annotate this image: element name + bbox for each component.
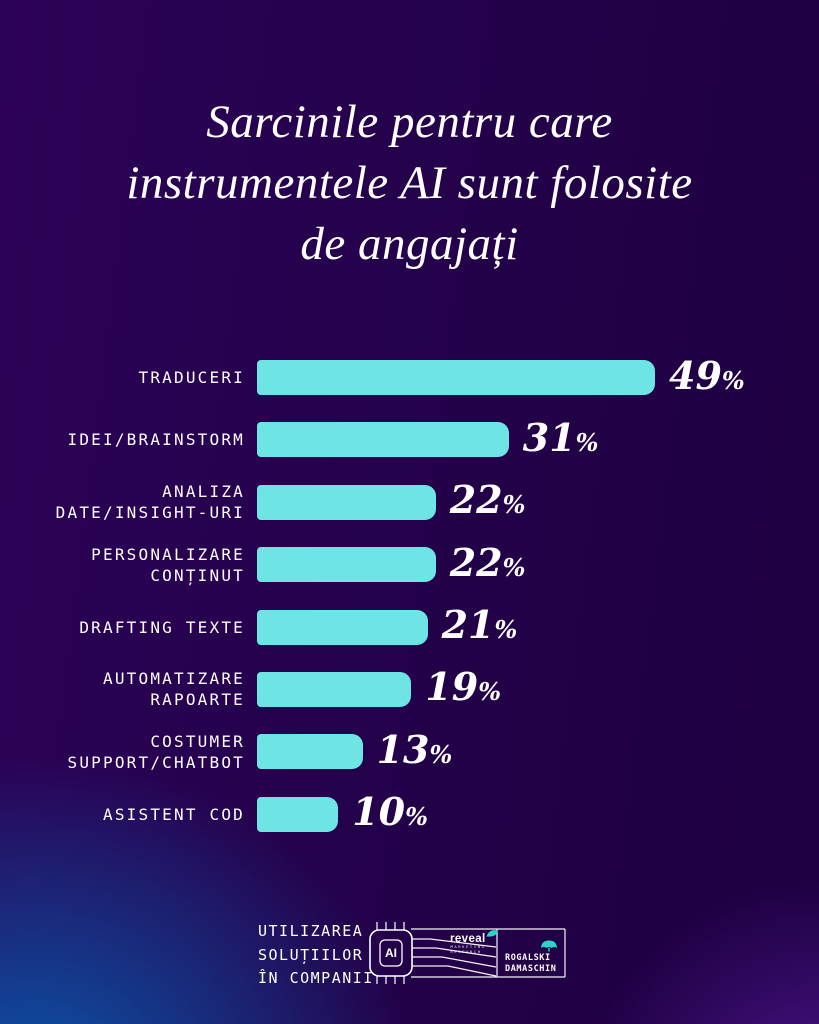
category-label-line: AUTOMATIZARE bbox=[103, 669, 245, 689]
value-label: 13% bbox=[377, 730, 453, 772]
value-number: 31 bbox=[522, 414, 576, 460]
bar-row: COSTUMER SUPPORT/CHATBOT 13% bbox=[0, 730, 745, 772]
category-label: ANALIZA DATE/INSIGHT-URI bbox=[0, 481, 245, 523]
footer-caption-line-2: SOLUȚIILOR bbox=[258, 945, 364, 964]
value-number: 13 bbox=[376, 726, 430, 772]
value-bar bbox=[257, 547, 436, 583]
footer: UTILIZAREA SOLUȚIILOR ÎN COMPANII bbox=[250, 915, 590, 1000]
value-suffix: % bbox=[721, 365, 745, 395]
value-suffix: % bbox=[502, 490, 526, 520]
value-bar bbox=[257, 734, 363, 770]
value-label: 10% bbox=[352, 793, 428, 834]
value-label: 49% bbox=[669, 356, 745, 398]
value-label: 22% bbox=[450, 543, 526, 585]
category-label-line: COSTUMER bbox=[150, 731, 245, 751]
category-label-line: CONȚINUT bbox=[150, 565, 245, 585]
rogalski-line-1: ROGALSKI bbox=[505, 953, 551, 963]
reveal-leaf-icon bbox=[486, 930, 498, 937]
reveal-logo: reveal MARKETING RESEARCH bbox=[450, 930, 498, 954]
value-suffix: % bbox=[494, 615, 518, 645]
value-label: 31% bbox=[523, 418, 599, 460]
bar-row: DRAFTING TEXTE 21% bbox=[0, 606, 745, 647]
value-label: 21% bbox=[442, 606, 518, 647]
value-number: 22 bbox=[449, 477, 503, 523]
value-bar bbox=[257, 360, 655, 395]
category-label: DRAFTING TEXTE bbox=[0, 617, 245, 638]
category-label: TRADUCERI bbox=[0, 367, 245, 388]
value-number: 10 bbox=[352, 789, 406, 835]
value-suffix: % bbox=[429, 739, 453, 769]
category-label: IDEI/BRAINSTORM bbox=[0, 429, 245, 450]
category-label-line: TRADUCERI bbox=[138, 368, 245, 387]
reveal-tagline-line-2: RESEARCH bbox=[451, 949, 482, 954]
value-label: 19% bbox=[425, 668, 502, 709]
category-label: PERSONALIZARE CONȚINUT bbox=[0, 544, 245, 586]
footer-caption-line-1: UTILIZAREA bbox=[258, 922, 364, 940]
ai-chip-label: AI bbox=[385, 946, 397, 960]
title-line-3: de angajați bbox=[300, 218, 519, 270]
bar-row: ASISTENT COD 10% bbox=[0, 793, 745, 834]
value-suffix: % bbox=[405, 802, 428, 832]
umbrella-icon bbox=[541, 940, 557, 948]
footer-logos: AI reveal MARKETING RESEARCH ROGALSKI DA… bbox=[369, 922, 566, 984]
circuit-traces-icon bbox=[412, 938, 497, 977]
category-label-line: DATE/INSIGHT-URI bbox=[55, 503, 245, 523]
value-label: 22% bbox=[450, 481, 526, 522]
bar-row: ANALIZA DATE/INSIGHT-URI 22% bbox=[0, 481, 745, 523]
value-number: 19 bbox=[425, 664, 479, 710]
ai-chip-icon: AI bbox=[369, 922, 413, 984]
footer-caption-line-3: ÎN COMPANII bbox=[258, 969, 374, 987]
value-suffix: % bbox=[478, 677, 502, 707]
value-bar bbox=[257, 609, 428, 645]
value-bar bbox=[257, 671, 412, 707]
category-label-line: ANALIZA bbox=[162, 482, 245, 502]
value-bar bbox=[257, 796, 339, 832]
bar-row: PERSONALIZARE CONȚINUT 22% bbox=[0, 543, 745, 585]
category-label: COSTUMER SUPPORT/CHATBOT bbox=[0, 731, 245, 773]
logo-frame bbox=[411, 928, 566, 978]
category-label: AUTOMATIZARE RAPOARTE bbox=[0, 668, 245, 710]
value-number: 21 bbox=[441, 602, 495, 648]
value-bar bbox=[257, 422, 509, 458]
bar-chart: TRADUCERI 49% IDEI/BRAINSTORM 31% ANALIZ… bbox=[0, 356, 745, 859]
category-label-line: RAPOARTE bbox=[150, 690, 245, 710]
rogalski-line-2: DAMASCHIN bbox=[505, 964, 556, 974]
category-label-line: PERSONALIZARE bbox=[91, 544, 245, 564]
category-label-line: ASISTENT COD bbox=[103, 804, 245, 824]
reveal-tagline-line-1: MARKETING bbox=[451, 944, 486, 949]
category-label-line: IDEI/BRAINSTORM bbox=[67, 430, 245, 450]
value-suffix: % bbox=[575, 427, 599, 457]
value-number: 49 bbox=[669, 352, 722, 398]
title-line-2: instrumentele AI sunt folosite bbox=[126, 157, 693, 209]
rogalski-damaschin-logo: ROGALSKI DAMASCHIN bbox=[505, 940, 557, 974]
category-label: ASISTENT COD bbox=[0, 804, 245, 825]
value-suffix: % bbox=[502, 552, 526, 582]
reveal-logo-name: reveal bbox=[450, 933, 486, 945]
footer-caption: UTILIZAREA SOLUȚIILOR ÎN COMPANII bbox=[258, 920, 374, 991]
bar-row: IDEI/BRAINSTORM 31% bbox=[0, 418, 745, 460]
page-title: Sarcinile pentru care instrumentele AI s… bbox=[0, 92, 819, 275]
title-line-1: Sarcinile pentru care bbox=[206, 96, 613, 148]
category-label-line: DRAFTING TEXTE bbox=[79, 617, 245, 637]
value-number: 22 bbox=[449, 539, 503, 585]
bar-row: AUTOMATIZARE RAPOARTE 19% bbox=[0, 668, 745, 710]
value-bar bbox=[257, 484, 436, 520]
bar-row: TRADUCERI 49% bbox=[0, 356, 745, 398]
category-label-line: SUPPORT/CHATBOT bbox=[67, 752, 245, 772]
